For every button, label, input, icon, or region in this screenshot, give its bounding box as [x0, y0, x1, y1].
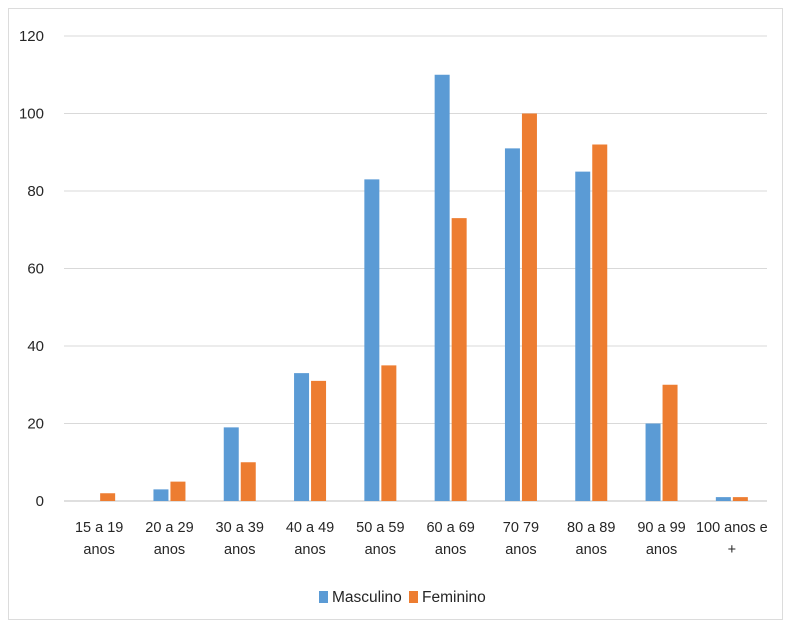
bar-masculino — [294, 373, 310, 501]
x-tick-label: 40 a 49 — [286, 520, 334, 536]
x-tick-label: 100 anos e — [696, 520, 768, 536]
bar-feminino — [311, 380, 327, 501]
legend: Masculino Feminino — [319, 589, 486, 606]
bar-feminino — [100, 493, 116, 501]
y-tick-label: 0 — [36, 493, 44, 510]
x-tick-label: anos — [435, 542, 466, 558]
y-tick-label: 80 — [27, 183, 44, 200]
x-tick-label: + — [728, 542, 736, 558]
legend-label: Masculino — [332, 589, 402, 606]
gridlines — [64, 35, 767, 502]
bar-feminino — [381, 365, 397, 501]
y-tick-label: 20 — [27, 416, 44, 433]
bar-masculino — [645, 423, 661, 501]
bar-masculino — [434, 74, 450, 501]
bar-feminino — [732, 497, 748, 501]
bar-masculino — [223, 427, 239, 501]
y-tick-label: 120 — [19, 28, 44, 45]
bar-feminino — [521, 113, 537, 501]
x-tick-label: 90 a 99 — [637, 520, 685, 536]
x-tick-label: 70 79 — [503, 520, 539, 536]
legend-swatch — [409, 591, 418, 603]
y-tick-label: 60 — [27, 261, 44, 278]
x-tick-label: anos — [576, 542, 607, 558]
bar-masculino — [575, 171, 591, 501]
x-tick-label: anos — [83, 542, 114, 558]
x-tick-label: 20 a 29 — [145, 520, 193, 536]
bar-feminino — [592, 144, 608, 501]
y-tick-label: 40 — [27, 338, 44, 355]
x-tick-label: anos — [154, 542, 185, 558]
bar-masculino — [715, 497, 731, 501]
x-axis-ticks: 15 a 19 anos 20 a 29 anos 30 a 39 anos 40 a 49… — [75, 520, 768, 558]
bar-feminino — [170, 481, 186, 501]
x-tick-label: anos — [365, 542, 396, 558]
bar-feminino — [240, 462, 256, 501]
bar-feminino — [662, 384, 678, 501]
bar-masculino — [153, 489, 169, 501]
x-tick-label: 15 a 19 — [75, 520, 123, 536]
y-axis-ticks: 0 20 40 60 80 100 120 — [19, 28, 44, 510]
x-tick-label: 30 a 39 — [216, 520, 264, 536]
legend-swatch — [319, 591, 328, 603]
y-tick-label: 100 — [19, 106, 44, 123]
bar-masculino — [364, 179, 380, 501]
x-tick-label: 80 a 89 — [567, 520, 615, 536]
x-tick-label: 60 a 69 — [426, 520, 474, 536]
x-tick-label: anos — [646, 542, 677, 558]
chart-frame: 0 20 40 60 80 100 120 15 a 19 anos 20 a 29 anos 30… — [8, 8, 783, 620]
bar-chart: 0 20 40 60 80 100 120 15 a 19 anos 20 a 29 anos 30… — [19, 28, 768, 606]
x-tick-label: anos — [505, 542, 536, 558]
x-tick-label: 50 a 59 — [356, 520, 404, 536]
x-tick-label: anos — [294, 542, 325, 558]
bar-feminino — [451, 218, 467, 501]
bars — [100, 74, 748, 501]
bar-masculino — [504, 148, 520, 501]
legend-label: Feminino — [422, 589, 486, 606]
x-tick-label: anos — [224, 542, 255, 558]
